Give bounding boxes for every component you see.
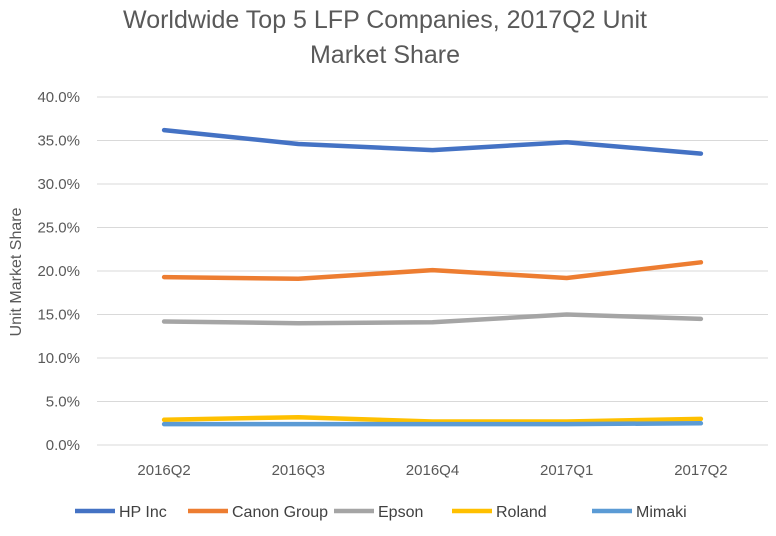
x-tick-label: 2016Q2 <box>137 462 190 479</box>
y-tick-label: 0.0% <box>46 437 80 454</box>
legend-item-canon-group: Canon Group <box>188 504 328 521</box>
y-tick-label: 20.0% <box>37 263 80 280</box>
legend-label: Mimaki <box>636 504 687 521</box>
y-tick-label: 10.0% <box>37 350 80 367</box>
y-tick-label: 40.0% <box>37 89 80 106</box>
legend-item-mimaki: Mimaki <box>592 504 687 521</box>
x-tick-label: 2016Q4 <box>406 462 459 479</box>
legend-item-hp-inc: HP Inc <box>75 504 167 521</box>
series-line-mimaki <box>161 421 704 427</box>
series-line-epson <box>161 312 704 326</box>
chart-title-line-2: Market Share <box>310 41 460 69</box>
series-line-roland <box>161 414 704 424</box>
series-line-canon-group <box>161 260 704 282</box>
y-tick-label: 30.0% <box>37 176 80 193</box>
legend-label: Canon Group <box>232 504 328 521</box>
legend-label: Epson <box>378 504 423 521</box>
legend-item-roland: Roland <box>452 504 547 521</box>
y-tick-labels: 0.0% 5.0% 10.0% 15.0% 20.0% 25.0% 30.0% 35.0% 40… <box>37 89 80 454</box>
x-tick-label: 2017Q1 <box>540 462 593 479</box>
chart-title-line-1: Worldwide Top 5 LFP Companies, 2017Q2 Un… <box>123 6 647 34</box>
chart-title: Worldwide Top 5 LFP Companies, 2017Q2 Un… <box>123 6 647 69</box>
y-tick-label: 15.0% <box>37 307 80 324</box>
y-tick-label: 25.0% <box>37 220 80 237</box>
legend: HP Inc Canon Group Epson Roland Mimaki <box>75 504 687 521</box>
legend-item-epson: Epson <box>334 504 423 521</box>
series-line-hp-inc <box>161 127 704 156</box>
x-tick-label: 2017Q2 <box>674 462 727 479</box>
x-tick-labels: 2016Q2 2016Q3 2016Q4 2017Q1 2017Q2 <box>137 462 727 479</box>
y-tick-label: 35.0% <box>37 133 80 150</box>
legend-label: HP Inc <box>119 504 167 521</box>
x-tick-label: 2016Q3 <box>272 462 325 479</box>
y-tick-label: 5.0% <box>46 394 80 411</box>
series-lines <box>161 127 704 427</box>
legend-label: Roland <box>496 504 547 521</box>
y-axis-label: Unit Market Share <box>8 207 25 336</box>
